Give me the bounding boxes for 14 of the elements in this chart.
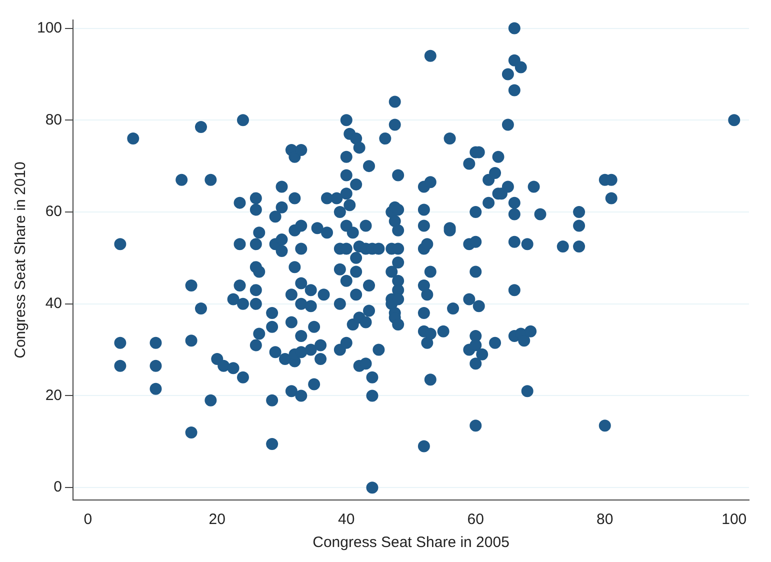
- x-tick-label: 60: [467, 511, 484, 528]
- y-axis-title: Congress Seat Share in 2010: [12, 162, 30, 358]
- y-tick-label: 40: [45, 295, 62, 312]
- y-tick-label: 80: [45, 111, 62, 128]
- x-axis-title: Congress Seat Share in 2005: [312, 534, 510, 552]
- x-tick-label: 0: [84, 511, 92, 528]
- y-tick-label: 100: [36, 19, 62, 36]
- y-tick-label: 0: [54, 478, 62, 496]
- y-tick-label: 60: [45, 203, 62, 220]
- x-tick-label: 100: [722, 511, 747, 528]
- y-tick-label: 20: [45, 386, 62, 404]
- x-tick-label: 80: [596, 511, 614, 528]
- x-tick-label: 40: [338, 511, 355, 528]
- x-tick-label: 20: [208, 511, 226, 528]
